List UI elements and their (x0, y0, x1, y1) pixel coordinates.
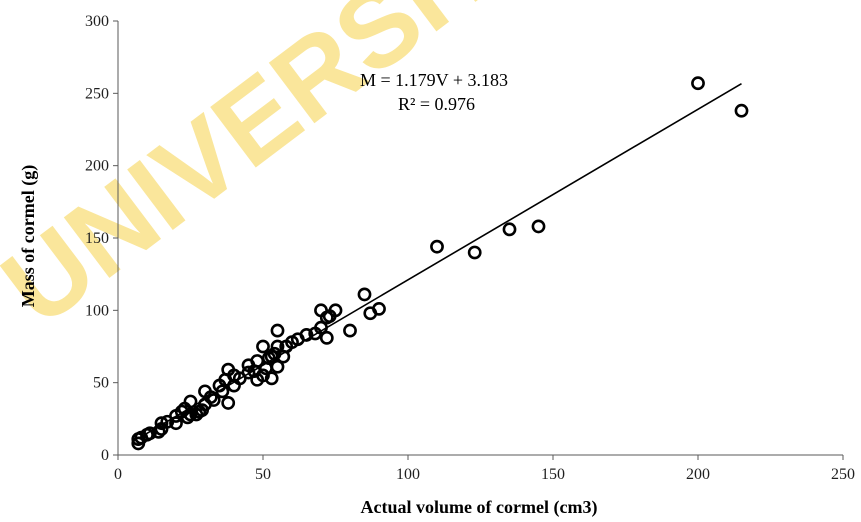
y-axis-title: Mass of cormel (g) (18, 165, 39, 307)
data-point (314, 320, 328, 335)
data-point (328, 303, 343, 318)
data-point (256, 339, 270, 354)
axes (113, 20, 844, 460)
y-tick-label: 150 (85, 230, 109, 247)
data-point (206, 393, 221, 407)
y-tick-label: 100 (85, 302, 109, 319)
data-point (142, 426, 157, 441)
data-point (502, 222, 517, 237)
data-point (467, 245, 482, 260)
x-axis-title: Actual volume of cormel (cm3) (361, 497, 598, 518)
data-point (270, 359, 285, 374)
data-point (270, 339, 285, 354)
data-point (430, 239, 444, 254)
data-point (299, 328, 314, 342)
data-point (241, 365, 256, 380)
y-tick-label: 250 (85, 85, 109, 102)
data-points (131, 76, 749, 451)
data-point (183, 394, 198, 409)
data-point (154, 416, 169, 431)
data-point (203, 390, 218, 405)
data-point (267, 346, 282, 361)
x-tick-label: 150 (541, 466, 565, 483)
data-point (169, 416, 183, 431)
data-point (357, 287, 372, 302)
data-point (256, 368, 270, 383)
y-tick-label: 0 (101, 447, 109, 464)
y-tick-label: 300 (85, 13, 109, 30)
trendline-equation: M = 1.179V + 3.183 (360, 70, 508, 90)
x-tick-label: 200 (686, 466, 710, 483)
data-point (691, 76, 705, 91)
x-tick-label: 50 (255, 466, 271, 483)
data-point (180, 410, 195, 425)
y-tick-label: 50 (93, 375, 109, 392)
data-point (221, 396, 236, 410)
data-point (372, 301, 386, 316)
x-tick-label: 250 (831, 466, 855, 483)
x-tick-label: 100 (396, 466, 420, 483)
trendline-r2: R² = 0.976 (398, 94, 475, 114)
data-point (183, 407, 198, 422)
x-tick-label: 0 (114, 466, 122, 483)
data-point (734, 103, 749, 118)
y-tick-label: 200 (85, 158, 109, 175)
tick-labels: 0 50 100 150 200 250 300 0 50 100 150 200 250 (85, 13, 855, 483)
data-point (531, 219, 546, 234)
data-point (151, 424, 166, 439)
data-point (264, 371, 279, 386)
data-point (343, 323, 357, 338)
data-point (319, 330, 334, 345)
data-point (270, 323, 285, 338)
